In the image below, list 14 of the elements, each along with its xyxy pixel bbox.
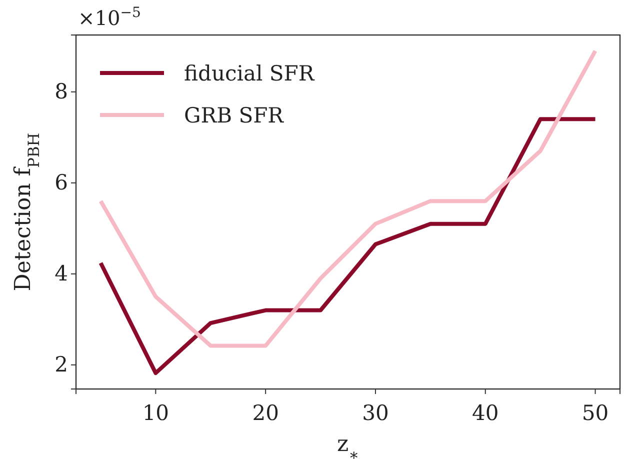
y-tick-label: 8: [54, 80, 68, 104]
x-tick-label: 10: [142, 401, 170, 426]
x-tick-label: 30: [362, 401, 389, 426]
x-tick-label: 40: [472, 401, 499, 426]
x-axis-title: z$_{∗}$: [336, 432, 360, 459]
y-tick-label: 4: [54, 262, 68, 286]
y-tick-label: 6: [54, 170, 68, 195]
x-tick-label: 20: [252, 401, 279, 426]
line-series: [98, 48, 598, 348]
x-tick-label: 50: [582, 401, 609, 426]
legend-label: fiducial SFR: [184, 61, 316, 86]
text: ×10$^{−5}$: [78, 5, 141, 30]
y-tick-label: 2: [54, 352, 68, 377]
legend-label: GRB SFR: [184, 103, 285, 128]
